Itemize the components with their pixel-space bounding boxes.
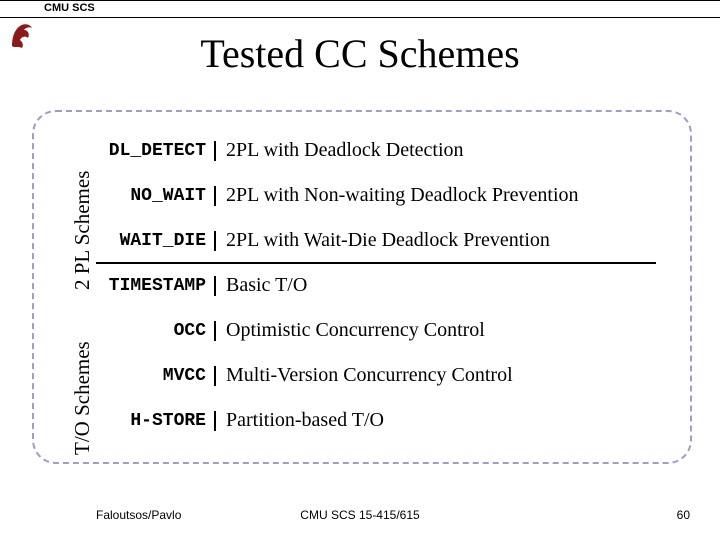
scheme-code: H-STORE bbox=[96, 411, 216, 431]
scheme-code: TIMESTAMP bbox=[96, 276, 216, 296]
scheme-desc: Basic T/O bbox=[216, 274, 680, 297]
section-label-to: T/O Schemes bbox=[70, 341, 95, 455]
scheme-code: NO_WAIT bbox=[96, 186, 216, 206]
scheme-desc: 2PL with Wait-Die Deadlock Prevention bbox=[216, 229, 680, 252]
section-label-2pl: 2 PL Schemes bbox=[70, 171, 95, 290]
table-row: TIMESTAMP Basic T/O bbox=[96, 263, 680, 308]
header-org: CMU SCS bbox=[44, 2, 95, 14]
scheme-code: DL_DETECT bbox=[96, 141, 216, 161]
scheme-desc: Partition-based T/O bbox=[216, 409, 680, 432]
scheme-desc: 2PL with Deadlock Detection bbox=[216, 139, 680, 162]
table-row: NO_WAIT 2PL with Non-waiting Deadlock Pr… bbox=[96, 173, 680, 218]
header-bar bbox=[0, 0, 720, 18]
section-divider bbox=[96, 262, 656, 264]
schemes-table: DL_DETECT 2PL with Deadlock Detection NO… bbox=[96, 128, 680, 443]
slide-title: Tested CC Schemes bbox=[0, 30, 720, 77]
scheme-code: OCC bbox=[96, 321, 216, 341]
scheme-desc: 2PL with Non-waiting Deadlock Prevention bbox=[216, 184, 680, 207]
scheme-desc: Optimistic Concurrency Control bbox=[216, 319, 680, 342]
table-row: MVCC Multi-Version Concurrency Control bbox=[96, 353, 680, 398]
table-row: DL_DETECT 2PL with Deadlock Detection bbox=[96, 128, 680, 173]
scheme-code: WAIT_DIE bbox=[96, 231, 216, 251]
footer-course: CMU SCS 15-415/615 bbox=[0, 508, 720, 522]
table-row: OCC Optimistic Concurrency Control bbox=[96, 308, 680, 353]
scheme-code: MVCC bbox=[96, 366, 216, 386]
scheme-desc: Multi-Version Concurrency Control bbox=[216, 364, 680, 387]
table-row: H-STORE Partition-based T/O bbox=[96, 398, 680, 443]
slide-footer: Faloutsos/Pavlo CMU SCS 15-415/615 60 bbox=[0, 508, 720, 522]
table-row: WAIT_DIE 2PL with Wait-Die Deadlock Prev… bbox=[96, 218, 680, 263]
